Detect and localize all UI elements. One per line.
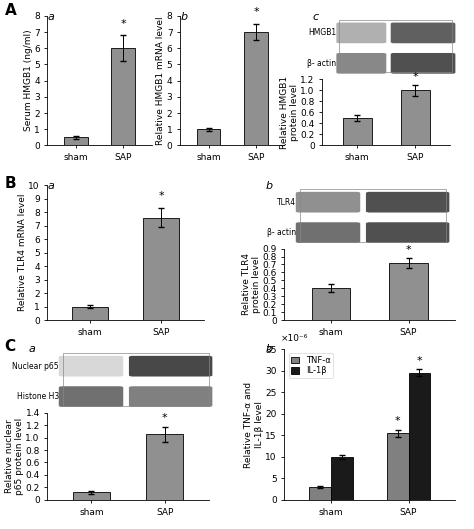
- Text: *: *: [412, 71, 418, 81]
- Bar: [309, 487, 331, 500]
- Bar: [409, 373, 430, 500]
- Text: Histone H3: Histone H3: [17, 392, 59, 401]
- Text: Nuclear p65: Nuclear p65: [12, 362, 59, 371]
- FancyBboxPatch shape: [296, 222, 360, 243]
- Bar: [311, 288, 350, 320]
- Text: *: *: [158, 191, 164, 202]
- Bar: [64, 138, 88, 145]
- Text: C: C: [5, 339, 16, 353]
- Text: *: *: [417, 356, 422, 366]
- Y-axis label: Relative TLR4 mRNA level: Relative TLR4 mRNA level: [18, 194, 27, 312]
- Text: A: A: [5, 3, 17, 17]
- Text: b: b: [180, 12, 187, 22]
- Text: TLR4: TLR4: [277, 198, 296, 207]
- Text: ×10⁻⁶: ×10⁻⁶: [281, 334, 309, 343]
- Text: *: *: [162, 413, 167, 423]
- Text: HMGB1: HMGB1: [308, 29, 337, 38]
- Text: β- actin: β- actin: [307, 59, 337, 68]
- FancyBboxPatch shape: [129, 356, 212, 377]
- Bar: [73, 492, 109, 500]
- Text: *: *: [253, 7, 259, 17]
- Bar: [339, 20, 452, 72]
- FancyBboxPatch shape: [59, 356, 123, 377]
- Text: *: *: [395, 416, 401, 426]
- Bar: [111, 48, 135, 145]
- FancyBboxPatch shape: [337, 53, 386, 74]
- Text: β- actin: β- actin: [267, 228, 296, 237]
- Y-axis label: Relative nuclear
p65 protein level: Relative nuclear p65 protein level: [5, 417, 24, 495]
- Legend: TNF-α, IL-1β: TNF-α, IL-1β: [289, 353, 333, 378]
- Y-axis label: Serum HMGB1 (ng/ml): Serum HMGB1 (ng/ml): [24, 30, 33, 132]
- Text: a: a: [28, 344, 36, 354]
- FancyBboxPatch shape: [366, 192, 449, 213]
- Text: c: c: [313, 12, 319, 22]
- Text: a: a: [47, 12, 55, 22]
- FancyBboxPatch shape: [129, 386, 212, 407]
- FancyBboxPatch shape: [391, 53, 456, 74]
- Bar: [300, 189, 446, 242]
- Bar: [389, 263, 428, 320]
- Bar: [197, 129, 220, 145]
- Bar: [72, 306, 108, 320]
- Y-axis label: Relative TNF-α and
IL-1β level: Relative TNF-α and IL-1β level: [245, 381, 264, 468]
- FancyBboxPatch shape: [59, 386, 123, 407]
- Text: b: b: [265, 344, 273, 354]
- FancyBboxPatch shape: [391, 23, 456, 43]
- Bar: [331, 457, 353, 500]
- Text: b: b: [265, 181, 273, 191]
- Y-axis label: Relative TLR4
protein level: Relative TLR4 protein level: [242, 253, 261, 315]
- Bar: [63, 353, 209, 406]
- FancyBboxPatch shape: [296, 192, 360, 213]
- Bar: [343, 118, 372, 145]
- Bar: [146, 434, 183, 500]
- Text: *: *: [406, 244, 411, 254]
- FancyBboxPatch shape: [366, 222, 449, 243]
- Text: a: a: [47, 181, 55, 191]
- FancyBboxPatch shape: [337, 23, 386, 43]
- Y-axis label: Relative HMGB1 mRNA level: Relative HMGB1 mRNA level: [156, 16, 165, 145]
- Bar: [387, 433, 409, 500]
- Text: B: B: [5, 176, 17, 190]
- Bar: [401, 90, 430, 145]
- Bar: [244, 32, 268, 145]
- Text: *: *: [120, 19, 126, 29]
- Y-axis label: Relative HMGB1
protein level: Relative HMGB1 protein level: [280, 76, 299, 149]
- Bar: [143, 217, 179, 320]
